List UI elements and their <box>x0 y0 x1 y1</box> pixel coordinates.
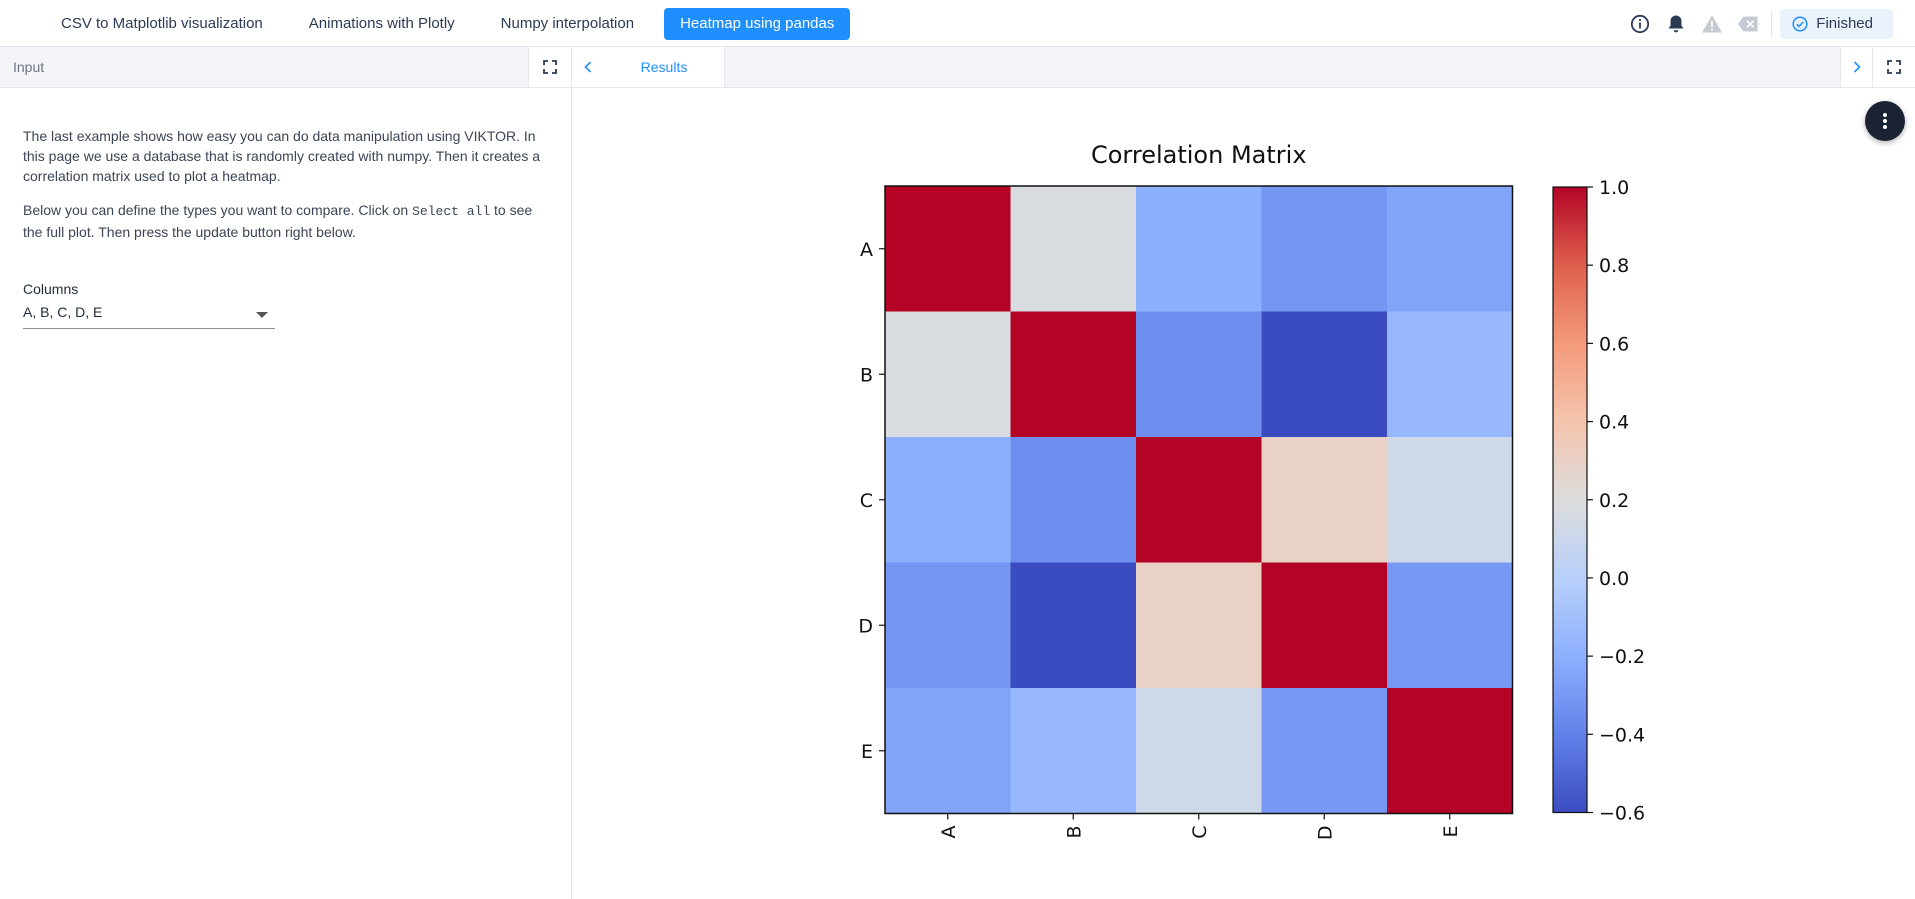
x-tick-label-D: D <box>1314 826 1336 841</box>
heatmap-cell-B-D <box>1261 311 1388 438</box>
heatmap-cell-A-E <box>1387 186 1513 312</box>
heatmap-cell-D-B <box>1010 562 1137 689</box>
fullscreen-icon <box>1887 60 1901 74</box>
y-tick-label-E: E <box>861 741 873 763</box>
heatmap-cell-B-E <box>1387 311 1513 438</box>
heatmap-cell-C-B <box>1010 437 1137 563</box>
colorbar-tick-label: 0.8 <box>1599 255 1629 277</box>
heatmap-cell-E-A <box>885 688 1011 814</box>
results-panel: Results Correlation Matrix A B C D E A B C D E 1.0 0… <box>572 47 1915 899</box>
chevron-right-icon <box>1853 61 1861 73</box>
chart-title: Correlation Matrix <box>1091 141 1307 169</box>
input-panel-title: Input <box>13 59 45 75</box>
colorbar-tick-label: 0.6 <box>1599 333 1629 355</box>
heatmap-cell-D-C <box>1136 562 1262 689</box>
divider <box>1771 10 1773 37</box>
heatmap-cell-E-B <box>1010 688 1137 814</box>
colorbar-tick-label: 1.0 <box>1599 177 1629 199</box>
bell-icon[interactable] <box>1665 13 1687 35</box>
colorbar <box>1552 186 1588 814</box>
heatmap-cell-B-A <box>885 311 1011 438</box>
x-tick-label-B: B <box>1063 826 1085 839</box>
heatmap-cell-D-A <box>885 562 1011 689</box>
heatmap-cell-E-C <box>1136 688 1262 814</box>
next-view-button[interactable] <box>1840 47 1873 87</box>
info-icon[interactable] <box>1629 13 1651 35</box>
heatmap-cell-C-D <box>1261 437 1388 563</box>
x-tick-label-A: A <box>938 826 960 839</box>
correlation-heatmap: Correlation Matrix A B C D E A B C D E 1.0 0.8 0.6 0.4… <box>858 141 1645 841</box>
colorbar-tick-label: 0.2 <box>1599 490 1629 512</box>
status-label: Finished <box>1816 15 1873 32</box>
heatmap-cell-C-A <box>885 437 1011 563</box>
colorbar-tick-label: −0.6 <box>1599 803 1645 825</box>
heatmap-cell-A-C <box>1136 186 1262 312</box>
previous-view-button[interactable] <box>572 47 605 87</box>
heatmap-cell-D-E <box>1387 562 1513 689</box>
input-panel-header: Input <box>0 47 571 88</box>
heatmap-cell-A-B <box>1010 186 1137 312</box>
description-text-end: to see the full plot. Then press the upd… <box>23 202 533 240</box>
select-all-code: Select all <box>412 204 491 219</box>
columns-select[interactable]: A, B, C, D, E <box>23 304 275 329</box>
y-tick-label-C: C <box>860 490 873 512</box>
heatmap-cell-C-C <box>1136 437 1262 563</box>
tab-results[interactable]: Results <box>604 47 725 87</box>
clear-icon[interactable] <box>1737 13 1759 35</box>
chevron-left-icon <box>584 61 592 73</box>
results-panel-header: Results <box>572 47 1915 88</box>
tab-numpy-interpolation[interactable]: Numpy interpolation <box>500 14 635 32</box>
x-tick-label-E: E <box>1440 826 1462 838</box>
warning-icon[interactable] <box>1701 13 1723 35</box>
description-text: Below you can define the types you want … <box>23 202 413 218</box>
top-actions: Finished <box>1615 0 1915 47</box>
more-vertical-icon <box>1883 113 1887 129</box>
heatmap-cell-E-E <box>1387 688 1513 814</box>
x-tick-label-C: C <box>1189 826 1211 839</box>
tab-heatmap-using-pandas[interactable]: Heatmap using pandas <box>664 7 851 40</box>
y-tick-label-A: A <box>860 239 873 261</box>
fullscreen-icon <box>543 60 557 74</box>
heatmap-cell-A-D <box>1261 186 1388 312</box>
tab-animations-with-plotly[interactable]: Animations with Plotly <box>308 14 455 32</box>
columns-value: A, B, C, D, E <box>23 304 103 320</box>
heatmap-cell-B-C <box>1136 311 1262 438</box>
colorbar-tick-label: 0.4 <box>1599 412 1629 434</box>
y-tick-label-B: B <box>860 364 873 386</box>
input-panel: Input The last example shows how easy yo… <box>0 47 572 899</box>
columns-label: Columns <box>23 281 79 297</box>
caret-down-icon <box>256 312 268 318</box>
heatmap-cell-C-E <box>1387 437 1513 563</box>
colorbar-tick-label: −0.4 <box>1599 724 1645 746</box>
expand-results-button[interactable] <box>1872 47 1915 87</box>
description: The last example shows how easy you can … <box>23 126 548 256</box>
description-paragraph-2: Below you can define the types you want … <box>23 200 548 242</box>
status-badge[interactable]: Finished <box>1780 8 1893 39</box>
expand-input-button[interactable] <box>528 47 571 87</box>
colorbar-tick-label: −0.2 <box>1599 646 1645 668</box>
check-circle-icon <box>1792 15 1808 32</box>
y-tick-label-D: D <box>858 615 873 637</box>
columns-field: Columns A, B, C, D, E <box>23 281 275 329</box>
heatmap-cell-A-A <box>885 186 1011 312</box>
description-paragraph-1: The last example shows how easy you can … <box>23 128 540 184</box>
heatmap-cell-B-B <box>1010 311 1137 438</box>
heatmap-cell-D-D <box>1261 562 1388 689</box>
top-bar: CSV to Matplotlib visualization Animatio… <box>0 0 1915 47</box>
heatmap-cell-E-D <box>1261 688 1388 814</box>
page-tabs: CSV to Matplotlib visualization Animatio… <box>0 0 857 47</box>
more-options-button[interactable] <box>1865 101 1905 141</box>
colorbar-tick-label: 0.0 <box>1599 568 1629 590</box>
tab-csv-to-matplotlib[interactable]: CSV to Matplotlib visualization <box>61 14 263 32</box>
